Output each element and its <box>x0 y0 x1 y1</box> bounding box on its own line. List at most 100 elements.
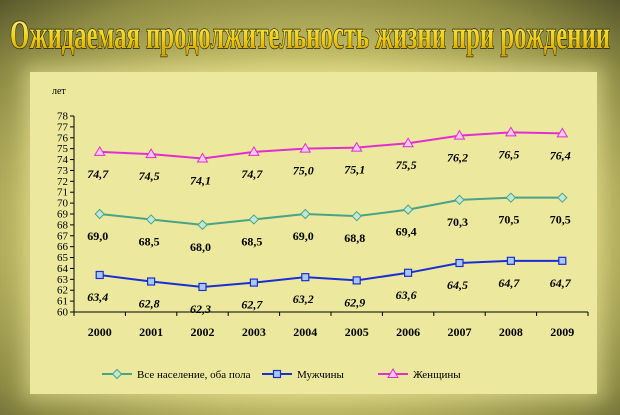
y-tick-label: 68 <box>57 219 69 231</box>
data-point <box>248 214 260 225</box>
data-point <box>94 208 105 220</box>
data-point <box>404 268 413 277</box>
y-unit-label: лет <box>52 86 66 97</box>
data-point <box>506 256 515 265</box>
data-point <box>301 273 310 282</box>
data-label: 62,8 <box>139 297 160 311</box>
y-tick-label: 70 <box>57 198 69 210</box>
axes: лет6061626364656667686970717273747576777… <box>52 86 589 339</box>
legend-label: Женщины <box>413 369 461 381</box>
data-label: 69,0 <box>293 229 314 243</box>
data-label: 70,5 <box>550 213 571 227</box>
data-label: 74,7 <box>87 167 109 181</box>
data-label: 74,5 <box>139 169 160 183</box>
data-label: 69,4 <box>396 225 417 239</box>
series-line <box>99 196 563 226</box>
y-tick-label: 66 <box>57 241 69 253</box>
legend-label: Все население, оба пола <box>137 369 251 381</box>
data-point <box>558 256 567 265</box>
legend-swatch-marker <box>272 369 282 379</box>
page-title: Ожидаемая продолжительность жизни при ро… <box>9 11 610 57</box>
data-label: 64,5 <box>447 278 468 292</box>
legend-item-3: Женщины <box>378 368 461 381</box>
x-tick-label: 2009 <box>550 325 574 339</box>
data-point <box>95 270 104 280</box>
legend-item-2: Мужчины <box>262 369 344 381</box>
data-point <box>198 282 207 292</box>
data-label: 62,7 <box>241 298 263 312</box>
data-label: 76,4 <box>550 148 571 162</box>
y-tick-label: 77 <box>57 121 69 133</box>
y-tick-label: 60 <box>57 307 69 319</box>
y-tick-label: 62 <box>57 285 68 297</box>
data-point <box>93 145 106 156</box>
data-point <box>402 137 414 148</box>
y-tick-label: 76 <box>57 132 69 144</box>
x-tick-label: 2003 <box>242 325 266 339</box>
data-label: 69,0 <box>87 229 108 243</box>
data-point <box>557 192 568 203</box>
data-point <box>455 258 464 268</box>
y-tick-label: 64 <box>57 263 69 275</box>
data-point <box>196 152 209 163</box>
data-point <box>350 141 363 152</box>
data-point <box>505 126 517 137</box>
series-3 <box>93 126 569 163</box>
data-point <box>454 194 465 206</box>
data-point <box>402 204 414 215</box>
data-label: 68,5 <box>241 234 262 248</box>
data-label: 68,8 <box>344 231 365 245</box>
data-label: 63,2 <box>293 292 314 306</box>
y-tick-label: 72 <box>57 176 68 188</box>
legend: Все население, оба пола Мужчины Женщины <box>102 368 461 381</box>
data-labels: 69,0 68,5 68,0 68,5 69,0 68,8 69,4 70,3 70,5 70,5… <box>87 147 572 316</box>
data-point <box>300 208 311 220</box>
data-point <box>146 277 156 286</box>
x-tick-label: 2006 <box>396 325 420 339</box>
data-label: 64,7 <box>498 276 520 290</box>
y-tick-label: 65 <box>57 252 69 264</box>
x-tick-label: 2007 <box>448 325 472 339</box>
data-point <box>249 278 258 287</box>
y-tick-label: 78 <box>57 111 69 123</box>
y-tick-label: 73 <box>57 165 69 177</box>
x-tick-label: 2005 <box>345 325 369 339</box>
y-tick-label: 75 <box>57 143 69 155</box>
series-line <box>99 259 563 288</box>
data-point <box>556 127 569 138</box>
legend-swatch-marker <box>387 368 399 378</box>
x-tick-label: 2001 <box>139 325 163 339</box>
chart-area: лет 60 61 62 63 64 65 66 67 68 69 70 71 72 73 74 75 76 77 7… <box>30 72 597 394</box>
data-label: 75,5 <box>396 158 417 172</box>
data-label: 63,6 <box>396 288 417 302</box>
series-1 <box>94 192 568 231</box>
life-expectancy-chart: лет6061626364656667686970717273747576777… <box>52 86 589 381</box>
data-point <box>505 192 517 203</box>
legend-swatch-marker <box>111 368 123 380</box>
data-point <box>453 129 466 140</box>
data-label: 74,1 <box>190 173 211 187</box>
data-label: 64,7 <box>550 276 572 290</box>
y-tick-label: 74 <box>57 154 69 166</box>
y-tick-label: 71 <box>57 187 68 199</box>
data-point <box>197 219 208 231</box>
data-label: 75,1 <box>344 163 365 177</box>
x-tick-label: 2002 <box>191 325 215 339</box>
data-point <box>352 276 361 285</box>
series-2 <box>95 256 567 292</box>
legend-item-1: Все население, оба пола <box>102 368 251 381</box>
data-label: 70,3 <box>447 215 468 229</box>
data-label: 62,3 <box>190 302 211 316</box>
data-label: 70,5 <box>498 213 519 227</box>
data-label: 76,5 <box>498 147 519 161</box>
data-label: 76,2 <box>447 151 468 165</box>
series-layer <box>93 126 569 292</box>
data-point <box>299 142 312 153</box>
page-title-text: Ожидаемая продолжительность жизни при ро… <box>10 12 610 57</box>
x-tick-label: 2008 <box>499 325 523 339</box>
x-tick-label: 2000 <box>88 325 112 339</box>
y-tick-label: 69 <box>57 209 69 221</box>
data-label: 75,0 <box>293 164 314 178</box>
data-label: 74,7 <box>241 167 263 181</box>
x-tick-label: 2004 <box>293 325 317 339</box>
